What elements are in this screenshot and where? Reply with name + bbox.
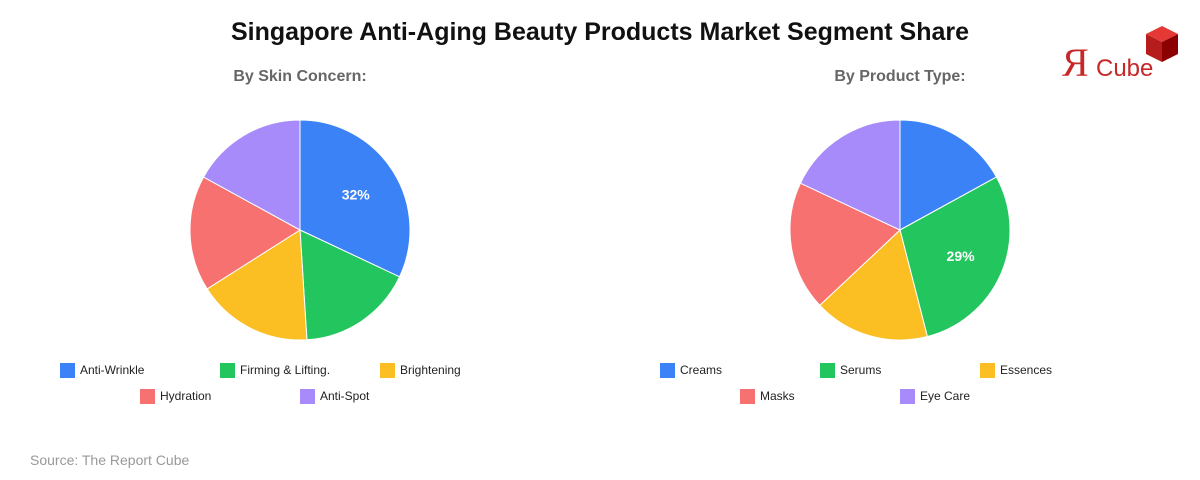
legend-item: Hydration [140,388,211,404]
product-type-data-label: 29% [947,248,976,264]
product-type-slice-eye-care [799,119,901,231]
chart-title: Singapore Anti-Aging Beauty Products Mar… [230,18,970,46]
legend-swatch [380,362,395,378]
legend-item: Firming & Lifting. [220,362,330,378]
legend-item: Masks [740,388,795,404]
product-type-slice-creams [899,119,998,231]
legend-label: Anti-Wrinkle [80,363,145,377]
cube-icon [1146,26,1178,62]
legend-item: Anti-Wrinkle [60,362,144,378]
product-type-slice-masks [789,182,901,307]
legend-item: Essences [980,362,1052,378]
source-note: Source: The Report Cube [30,452,190,468]
skin-concern-slice-anti-wrinkle [299,119,411,278]
legend-label: Firming & Lifting. [240,363,331,377]
skin-concern-slice-brightening [206,229,308,341]
report-cube-logo: Я Cube [1062,26,1178,84]
legend-item: Eye Care [900,388,970,404]
legend-swatch [820,362,835,378]
legend-label: Anti-Spot [320,389,370,403]
legend-swatch [900,388,915,404]
skin-concern-data-label: 32% [342,187,371,203]
legend-item: Creams [660,362,722,378]
logo-letter: Я [1062,40,1089,84]
legend-item: Serums [820,362,881,378]
legend-swatch [140,388,155,404]
legend-label: Masks [760,389,795,403]
legend-item: Brightening [380,362,461,378]
skin-concern-slice-anti-spot [202,119,301,231]
legend-label: Brightening [400,363,461,377]
legend-item: Anti-Spot [300,388,369,404]
legend-swatch [300,388,315,404]
product-type-pie: 29% [789,119,1011,341]
skin-concern-slice-firming-lifting [299,229,401,341]
legend-swatch [60,362,75,378]
legend-swatch [980,362,995,378]
legend-label: Eye Care [920,389,971,403]
legend-label: Hydration [160,389,212,403]
legend-label: Serums [840,363,882,377]
legend-label: Essences [1000,363,1053,377]
logo-text: Cube [1096,55,1153,82]
right-chart-subtitle: By Product Type: [834,68,966,85]
legend-label: Creams [680,363,723,377]
skin-concern-pie: 32% [189,119,411,341]
legend-swatch [660,362,675,378]
left-chart-subtitle: By Skin Concern: [233,68,367,85]
legend-swatch [740,388,755,404]
product-type-slice-essences [819,229,928,341]
product-type-slice-serums [899,176,1011,338]
skin-concern-slice-hydration [189,176,301,290]
legend-swatch [220,362,235,378]
